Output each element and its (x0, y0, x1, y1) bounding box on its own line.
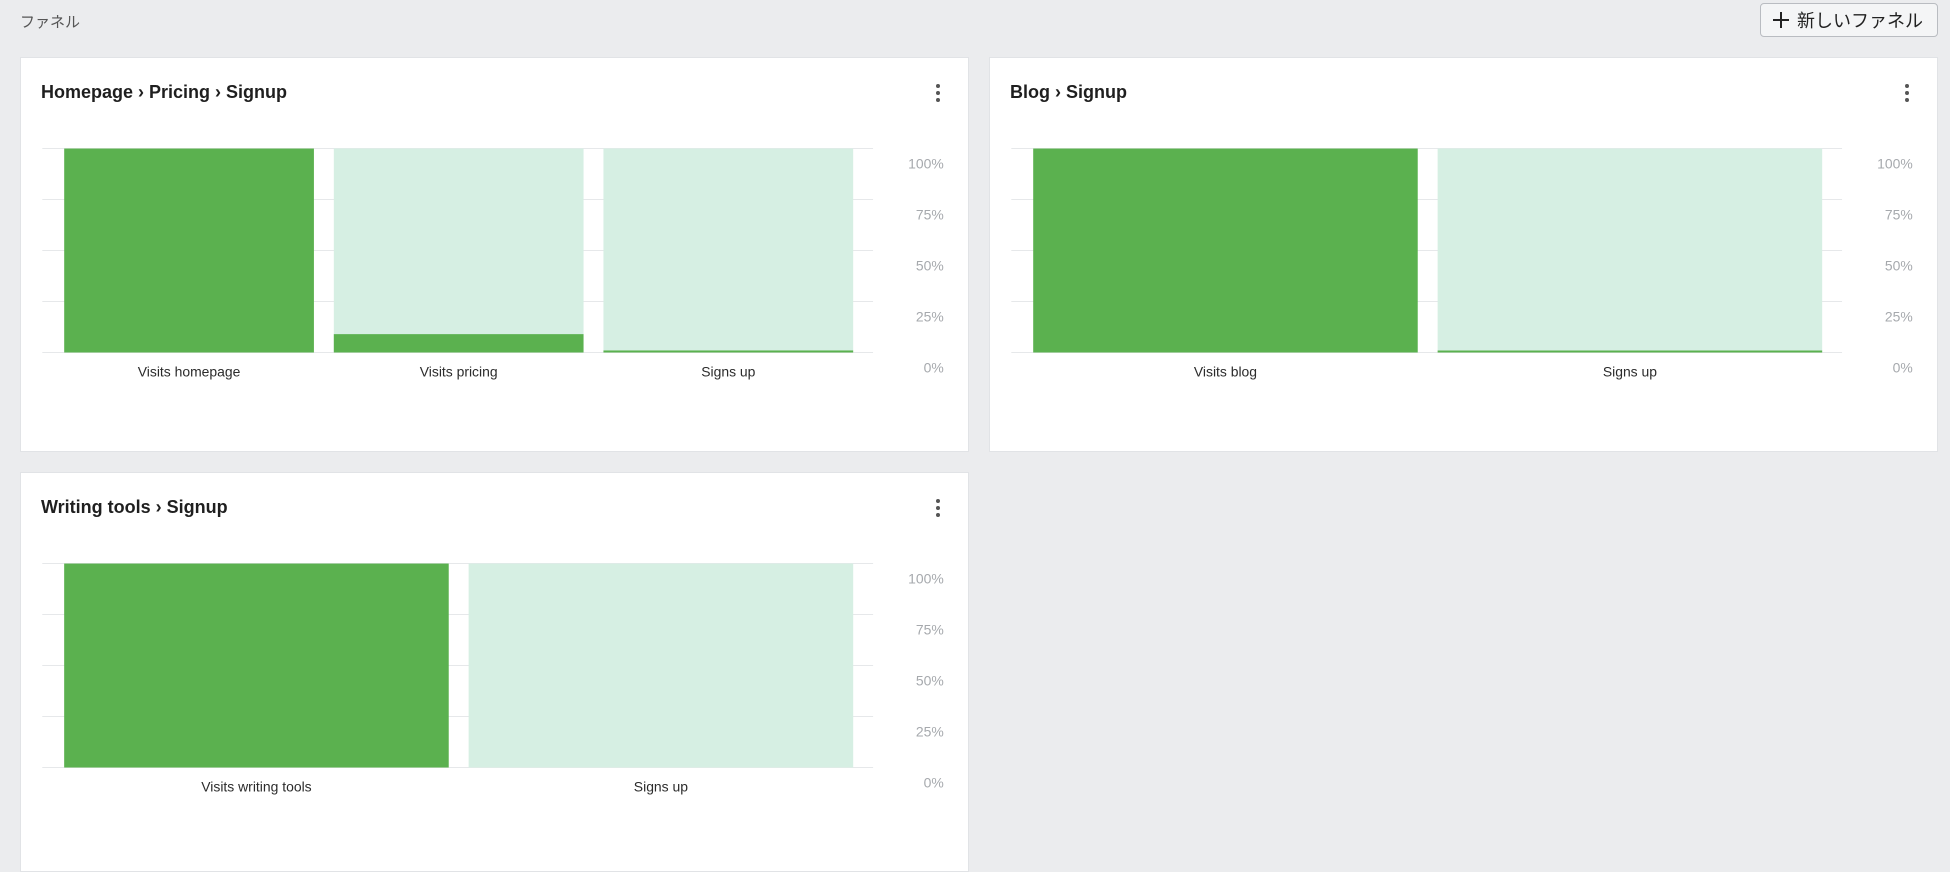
bar-background (333, 148, 584, 353)
category-label: Signs up (701, 363, 755, 379)
bar (64, 148, 314, 353)
y-tick-label: 0% (1893, 359, 1913, 375)
kebab-icon[interactable] (928, 82, 948, 104)
y-tick-label: 100% (908, 155, 944, 171)
category-label: Signs up (634, 778, 688, 794)
y-tick-label: 75% (916, 206, 944, 222)
new-funnel-button-label: 新しいファネル (1797, 11, 1923, 31)
bar (1033, 148, 1418, 353)
funnel-card: Blog › Signup 100% 75% 50% 25% 0% Visits blog… (989, 57, 1938, 452)
plus-icon (1773, 12, 1789, 28)
y-tick-label: 25% (1885, 308, 1913, 324)
bar (1437, 350, 1823, 353)
bar-background (468, 563, 854, 768)
y-tick-label: 0% (924, 774, 944, 790)
y-tick-label: 0% (924, 359, 944, 375)
bar (603, 350, 854, 353)
category-label: Visits homepage (138, 363, 241, 379)
category-label: Visits blog (1194, 363, 1257, 379)
funnel-chart: 100% 75% 50% 25% 0% Visits writing tools Signs… (42, 563, 944, 794)
y-tick-label: 50% (1885, 257, 1913, 273)
y-tick-label: 75% (1885, 206, 1913, 222)
y-tick-label: 75% (916, 621, 944, 637)
funnel-card: Homepage › Pricing › Signup 100% 75% 50% 25… (20, 57, 969, 452)
kebab-icon[interactable] (1897, 82, 1917, 104)
y-tick-label: 50% (916, 672, 944, 688)
y-tick-label: 50% (916, 257, 944, 273)
page-title: ファネル (20, 14, 81, 31)
funnel-chart: 100% 75% 50% 25% 0% Visits homepage Visits pri… (42, 148, 944, 379)
y-tick-label: 25% (916, 308, 944, 324)
y-tick-label: 100% (1877, 155, 1913, 171)
y-tick-label: 100% (908, 570, 944, 586)
funnel-chart: 100% 75% 50% 25% 0% Visits blog Signs up (1011, 148, 1913, 379)
funnel-title: Writing tools › Signup (41, 497, 228, 517)
category-label: Visits pricing (420, 363, 498, 379)
kebab-icon[interactable] (928, 497, 948, 519)
bar (333, 334, 584, 353)
category-label: Signs up (1603, 363, 1657, 379)
bar (64, 563, 449, 768)
funnel-title: Homepage › Pricing › Signup (41, 82, 288, 102)
category-label: Visits writing tools (201, 778, 311, 794)
new-funnel-button[interactable]: 新しいファネル (1760, 3, 1938, 37)
funnel-title: Blog › Signup (1010, 82, 1127, 102)
bar-background (1437, 148, 1823, 353)
funnel-card: Writing tools › Signup 100% 75% 50% 25% 0% Vi… (20, 472, 969, 872)
y-tick-label: 25% (916, 723, 944, 739)
bar-background (603, 148, 854, 353)
